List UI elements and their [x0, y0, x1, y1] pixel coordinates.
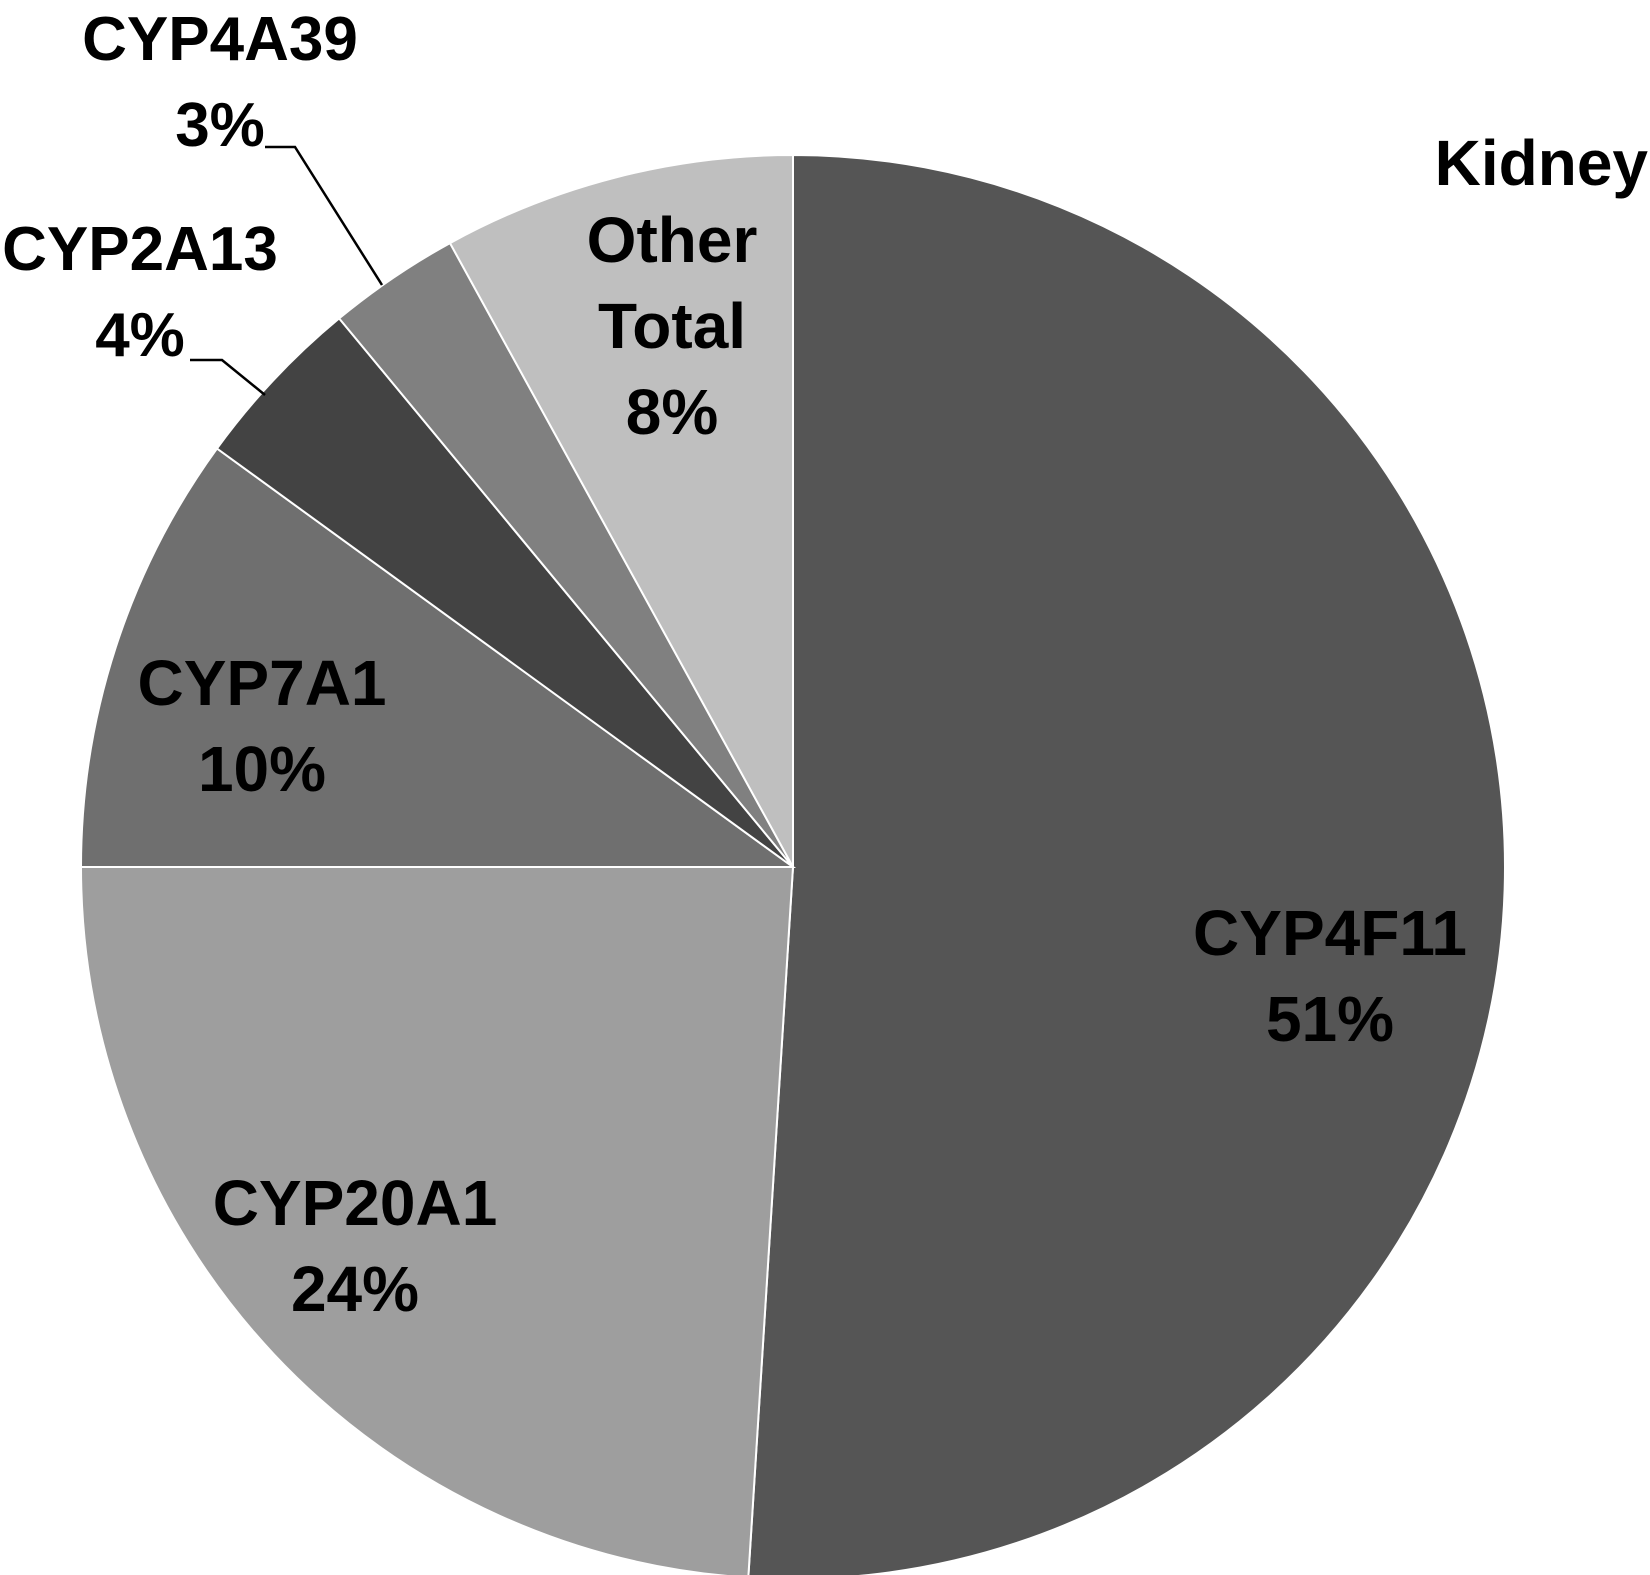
slice-name-label: CYP4A39: [82, 5, 358, 74]
pie-slice-other-total: [448, 153, 794, 868]
slice-percent-label: 24%: [291, 1253, 419, 1325]
slice-percent-label: 3%: [175, 91, 265, 160]
pie-slice-cyp2a13: [215, 316, 794, 868]
pie-slice-cyp7a1: [79, 447, 797, 868]
slice-percent-label: 10%: [198, 733, 326, 805]
slice-name-label: Total: [598, 290, 746, 362]
slice-percent-label: 51%: [1266, 983, 1394, 1055]
pie-slices: [79, 153, 1506, 1575]
chart-title: Kidney: [1435, 127, 1649, 199]
leader-line: [265, 145, 384, 286]
pie-slice-cyp4f11: [747, 153, 1506, 1575]
slice-percent-label: 4%: [95, 301, 185, 370]
slice-name-label: Other: [587, 204, 758, 276]
leader-line: [190, 358, 266, 396]
slice-percent-label: 8%: [626, 376, 719, 448]
pie-slice-cyp20a1: [79, 866, 795, 1575]
leader-lines: [190, 145, 384, 396]
slice-labels: CYP4F11 51% CYP20A1 24% CYP7A1 10% CYP2A13 4% CY…: [2, 5, 1467, 1325]
slice-name-label: CYP2A13: [2, 215, 278, 284]
slice-name-label: CYP20A1: [213, 1167, 498, 1239]
slice-name-label: CYP4F11: [1193, 897, 1467, 969]
slice-name-label: CYP7A1: [138, 647, 387, 719]
